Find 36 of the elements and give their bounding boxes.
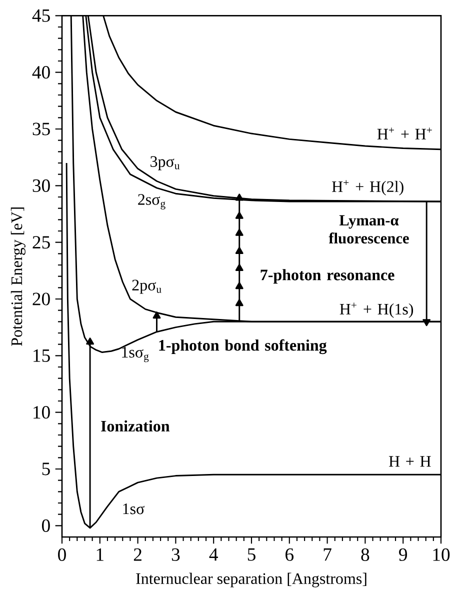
- annotation: 2pσ$_{u}$: [132, 280, 162, 294]
- x-tick-label: 0: [58, 548, 66, 561]
- x-axis-title: Internuclear separation [Angstroms]: [136, 572, 366, 588]
- x-tick-label: 8: [361, 548, 370, 561]
- annotation: Ionization: [101, 420, 170, 432]
- x-tick-label: 7: [324, 548, 332, 561]
- annotation: 7-photon resonance: [260, 269, 394, 284]
- y-tick-label: 20: [32, 292, 50, 306]
- y-tick-label: 40: [32, 66, 50, 79]
- annotation: 1-photon bond softening: [159, 339, 327, 354]
- x-tick-label: 9: [399, 548, 407, 561]
- x-tick-label: 4: [209, 548, 218, 561]
- y-tick-label: 15: [34, 349, 50, 362]
- annotation: H$^{+}$ + H$^{+}$: [377, 128, 432, 140]
- x-tick-label: 5: [248, 548, 256, 561]
- annotation: 1sσ$_{g}$: [122, 346, 149, 362]
- x-tick-label: 6: [286, 548, 294, 561]
- y-tick-label: 5: [42, 462, 50, 476]
- x-tick-label: 1: [96, 548, 104, 561]
- annotation: H$^{+}$ + H(1s): [340, 302, 414, 318]
- y-tick-label: 30: [32, 179, 50, 192]
- y-tick-label: 35: [32, 122, 50, 136]
- annotation: H$^{+}$ + H(2l): [332, 180, 404, 196]
- annotation: H + H: [388, 456, 431, 467]
- annotation: 1sσ: [123, 503, 144, 514]
- annotation: 3pσ$_{u}$: [150, 156, 180, 170]
- annotation: Lyman-α fluorescence: [328, 215, 409, 244]
- x-tick-label: 2: [134, 548, 142, 561]
- annotation: 2sσ$_{g}$: [138, 194, 166, 210]
- y-tick-label: 0: [42, 519, 50, 532]
- y-tick-label: 25: [32, 236, 50, 249]
- y-tick-label: 10: [34, 406, 50, 419]
- y-axis-title: Potential Energy [eV]: [10, 207, 26, 346]
- y-tick-label: 45: [32, 9, 50, 22]
- x-tick-label: 10: [433, 548, 450, 561]
- x-tick-label: 3: [172, 548, 180, 561]
